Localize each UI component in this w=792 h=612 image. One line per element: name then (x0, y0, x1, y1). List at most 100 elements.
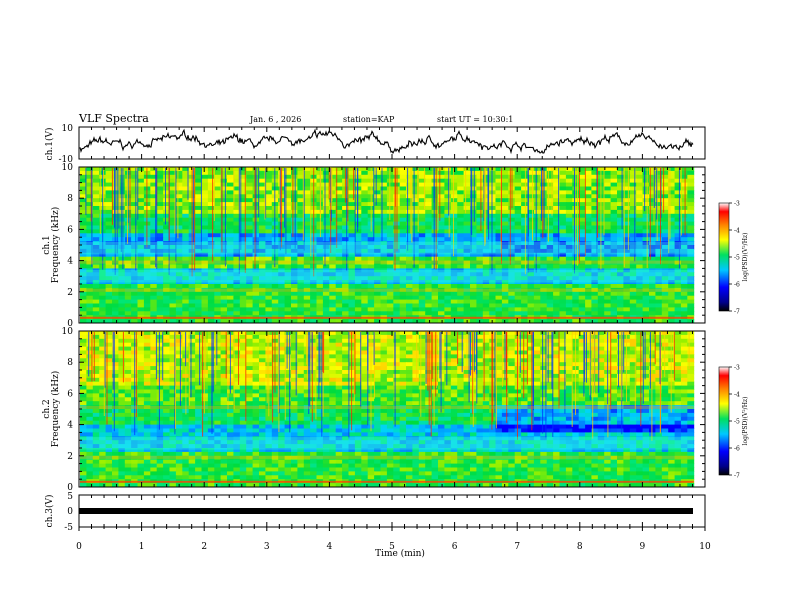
spectrogram-cell (374, 233, 381, 238)
spectrogram-cell (252, 366, 260, 371)
spectrogram-cell (629, 233, 637, 238)
spectrogram-cell (610, 237, 618, 242)
spectrogram-streak (660, 168, 661, 265)
spectrogram-cell (572, 174, 580, 180)
spectrogram-cell (361, 346, 369, 351)
spectrogram-cell (668, 260, 676, 265)
spectrogram-cell (246, 248, 254, 254)
spectrogram-cell (303, 260, 311, 265)
spectrogram-cell (412, 202, 420, 207)
spectrogram-cell (687, 260, 695, 265)
spectrogram-cell (259, 350, 266, 355)
spectrogram-cell (527, 358, 535, 363)
spectrogram-cell (591, 245, 599, 250)
spectrogram-cell (617, 354, 624, 359)
spectrogram-streak (102, 168, 104, 270)
spectrogram-cell (668, 190, 676, 195)
spectrogram-cell (367, 287, 375, 293)
spectrogram-cell (629, 287, 637, 293)
spectrogram-cell (374, 276, 381, 281)
spectrogram-cell (444, 268, 452, 273)
spectrogram-cell (92, 213, 100, 219)
spectrogram-cell (553, 346, 560, 351)
spectrogram-cell (482, 276, 490, 281)
spectrogram-cell (361, 167, 369, 172)
spectrogram-streak (129, 168, 131, 233)
spectrogram-cell (227, 307, 234, 312)
spectrogram-cell (412, 295, 420, 301)
spectrogram-cell (380, 260, 388, 265)
spectrogram-cell (629, 178, 637, 184)
spectrogram-cell (418, 248, 426, 254)
spectrogram-cell (354, 311, 362, 316)
spectrogram-cell (508, 346, 516, 351)
spectrogram-cell (572, 225, 580, 230)
spectrogram-cell (322, 338, 330, 344)
spectrogram-cell (150, 268, 158, 273)
spectrogram-cell (540, 319, 548, 324)
spectrogram-cell (92, 362, 100, 367)
spectrogram-cell (124, 280, 132, 285)
spectrogram-cell (438, 280, 445, 285)
spectrogram-cell (207, 350, 215, 355)
spectrogram-cell (322, 217, 330, 223)
spectrogram-cell (642, 186, 650, 191)
spectrogram-cell (380, 202, 388, 207)
spectrogram-cell (201, 229, 209, 234)
spectrogram-cell (143, 268, 151, 273)
spectrogram-cell (617, 272, 624, 277)
spectrogram-cell (476, 241, 484, 246)
spectrogram-cell (521, 198, 528, 203)
spectrogram-cell (131, 209, 138, 215)
spectrogram-cell (553, 225, 560, 230)
spectrogram-cell (163, 338, 170, 344)
spectrogram-cell (252, 342, 260, 348)
spectrogram-cell (610, 182, 618, 187)
spectrogram-baseline (80, 316, 694, 319)
spectrogram-cell (246, 202, 254, 207)
spectrogram-cell (303, 186, 311, 191)
spectrogram-cell (649, 291, 656, 297)
spectrogram-cell (501, 213, 509, 219)
spectrogram-cell (284, 342, 292, 348)
spectrogram-cell (680, 213, 688, 219)
spectrogram-cell (476, 264, 484, 269)
spectrogram-cell (482, 206, 490, 211)
spectrogram-cell (661, 299, 669, 304)
spectrogram-cell (195, 209, 202, 215)
spectrogram-cell (495, 167, 503, 172)
spectrogram-cell (207, 256, 215, 262)
spectrogram-cell (291, 331, 298, 336)
spectrogram-cell (533, 229, 541, 234)
spectrogram-cell (86, 264, 94, 269)
spectrogram-cell (521, 245, 528, 250)
spectrogram-cell (399, 284, 407, 289)
spectrogram-cell (438, 287, 445, 293)
spectrogram-cell (559, 248, 567, 254)
spectrogram-cell (546, 346, 554, 351)
spectrogram-cell (687, 350, 695, 355)
spectrogram-cell (175, 311, 183, 316)
spectrogram-cell (118, 276, 126, 281)
spectrogram-streak (346, 168, 348, 271)
spectrogram-cell (604, 319, 612, 324)
spectrogram-cell (610, 311, 618, 316)
spectrogram-cell (476, 256, 484, 262)
spectrogram-cell (610, 186, 618, 191)
spectrogram-streak (292, 168, 294, 237)
spectrogram-cell (188, 287, 196, 293)
spectrogram-cell (585, 194, 592, 199)
spectrogram-cell (86, 190, 94, 195)
spectrogram-cell (169, 241, 177, 246)
spectrogram-cell (92, 319, 100, 324)
spectrogram-cell (80, 362, 87, 367)
spectrogram-cell (112, 276, 119, 281)
spectrogram-cell (546, 338, 554, 344)
spectrogram-cell (527, 170, 535, 176)
spectrogram-cell (374, 350, 381, 355)
spectrogram-cell (687, 217, 695, 223)
spectrogram-cell (291, 362, 298, 367)
spectrogram-cell (425, 268, 433, 273)
spectrogram-cell (489, 225, 497, 230)
spectrogram-cell (386, 256, 394, 262)
